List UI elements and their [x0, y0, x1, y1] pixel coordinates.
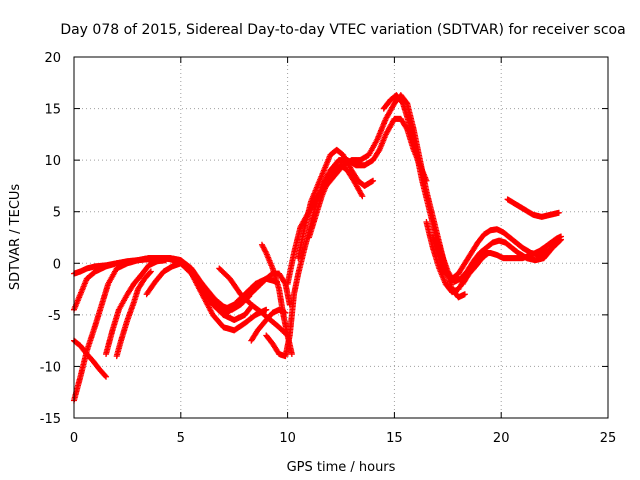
data-point — [147, 268, 154, 275]
series-arc-18 — [429, 226, 560, 282]
data-point — [558, 233, 565, 240]
plot-border — [73, 56, 609, 419]
data-point — [553, 239, 560, 246]
y-tick-label: -15 — [40, 412, 61, 427]
y-tick-label: -10 — [40, 360, 61, 375]
series-arc-11 — [220, 270, 293, 318]
x-axis-label: GPS time / hours — [287, 460, 396, 475]
data-point — [263, 306, 270, 313]
x-tick-label: 0 — [70, 431, 78, 446]
data-point — [103, 373, 110, 380]
y-tick-label: 0 — [53, 257, 61, 272]
data-marks — [71, 92, 565, 404]
series-arc-6 — [113, 268, 154, 360]
series-arc-20 — [504, 196, 562, 220]
data-point — [102, 372, 109, 379]
x-tick-label: 5 — [177, 431, 185, 446]
data-point — [461, 291, 468, 298]
data-point — [147, 269, 154, 276]
data-point — [552, 240, 559, 247]
data-point — [288, 351, 295, 358]
data-point — [403, 124, 410, 131]
data-point — [485, 249, 492, 256]
y-axis-label: SDTVAR / TECUs — [8, 184, 23, 291]
x-tick-label: 15 — [386, 431, 403, 446]
x-tick-label: 20 — [493, 431, 510, 446]
data-point — [359, 193, 366, 200]
series-arc-14 — [295, 146, 377, 262]
y-tick-label: 10 — [44, 154, 61, 169]
y-tick-label: 15 — [44, 103, 61, 118]
data-point — [162, 257, 169, 264]
series-arc-19 — [459, 249, 492, 287]
data-point — [555, 209, 562, 216]
series-arc-15 — [305, 162, 366, 241]
y-tick-label: 20 — [44, 51, 61, 66]
x-tick-label: 10 — [279, 431, 296, 446]
chart-title: Day 078 of 2015, Sidereal Day-to-day VTE… — [60, 22, 625, 38]
series-arc-5 — [103, 257, 169, 358]
x-tick-label: 25 — [600, 431, 617, 446]
axis-ticks: 0 5 10 15 20 25 -15 -10 -5 0 5 10 15 20 — [40, 51, 617, 446]
data-point — [370, 177, 377, 184]
y-tick-label: -5 — [48, 309, 61, 324]
y-tick-label: 5 — [53, 206, 61, 221]
